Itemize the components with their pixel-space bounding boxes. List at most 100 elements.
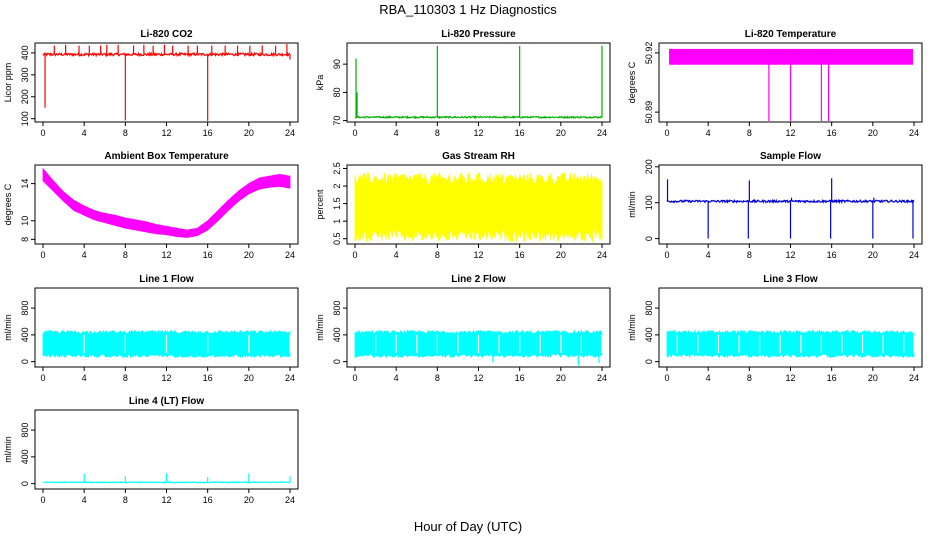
figure-xlabel: Hour of Day (UTC) (414, 519, 522, 534)
x-tick-label: 0 (40, 128, 45, 138)
x-tick-label: 16 (827, 128, 837, 138)
y-tick-label: 0 (644, 236, 654, 241)
x-tick-label: 4 (82, 495, 87, 505)
y-tick-label: 0 (644, 359, 654, 364)
y-tick-label: 1.5 (332, 197, 342, 210)
y-tick-label: 70 (332, 116, 342, 126)
panel-10: Line 4 (LT) Flow 0 4 8 12 16 20 24 0 400 800 ml/min (3, 396, 299, 505)
y-tick-label: 200 (644, 159, 654, 174)
y-axis-label: degrees C (3, 183, 13, 225)
y-axis-label: ml/min (3, 436, 13, 463)
panel-title: Line 2 Flow (451, 274, 506, 285)
y-tick-label: 90 (332, 59, 342, 69)
x-tick-label: 0 (352, 128, 357, 138)
x-tick-label: 20 (244, 373, 254, 383)
y-tick-label: 100 (20, 111, 30, 126)
x-tick-label: 8 (123, 128, 128, 138)
x-tick-label: 0 (664, 373, 669, 383)
y-tick-label: 400 (20, 327, 30, 342)
x-tick-label: 12 (161, 373, 171, 383)
panel-data (42, 329, 291, 359)
y-axis: 0 400 800 (20, 301, 35, 364)
panel-7: Line 1 Flow 0 4 8 12 16 20 24 0 400 800 ml/min (3, 274, 299, 383)
x-axis: 0 4 8 12 16 20 24 (352, 367, 607, 383)
x-tick-label: 12 (785, 373, 795, 383)
y-axis-label: ml/min (627, 191, 637, 218)
y-axis: 0 400 800 (20, 423, 35, 486)
y-tick-label: 14 (20, 179, 30, 189)
x-tick-label: 16 (203, 250, 213, 260)
x-tick-label: 4 (394, 373, 399, 383)
x-tick-label: 8 (747, 128, 752, 138)
x-tick-label: 8 (123, 495, 128, 505)
panel-data (42, 167, 291, 238)
x-tick-label: 24 (909, 250, 919, 260)
x-tick-label: 20 (244, 495, 254, 505)
panel-data (42, 473, 291, 484)
y-tick-label: 1 (332, 219, 342, 224)
series-line (354, 115, 603, 120)
panel-3: Li-820 Temperature 0 4 8 12 16 20 24 50.89 50.92 d… (627, 29, 923, 138)
y-tick-label: 8 (20, 237, 30, 242)
y-axis: 0 400 800 (332, 301, 347, 364)
x-tick-label: 24 (285, 128, 295, 138)
x-tick-label: 16 (515, 250, 525, 260)
x-tick-label: 24 (909, 373, 919, 383)
series-band (666, 329, 915, 359)
x-tick-label: 16 (515, 373, 525, 383)
x-tick-label: 12 (161, 250, 171, 260)
x-tick-label: 8 (747, 250, 752, 260)
series-line (666, 198, 915, 205)
panel-1: Li-820 CO2 0 4 8 12 16 20 24 100 200 300 400 Licor p… (3, 29, 299, 138)
panel-data (669, 48, 913, 121)
x-tick-label: 4 (706, 250, 711, 260)
x-tick-label: 8 (435, 128, 440, 138)
x-tick-label: 20 (244, 250, 254, 260)
panel-data (42, 44, 291, 121)
x-tick-label: 20 (556, 373, 566, 383)
y-axis: 8 10 14 (20, 179, 35, 242)
y-axis: 0 400 800 (644, 301, 659, 364)
x-tick-label: 16 (827, 250, 837, 260)
panel-data (354, 45, 603, 120)
y-axis: 0.5 1 1.5 2 2.5 (332, 162, 347, 245)
x-tick-label: 16 (203, 495, 213, 505)
x-tick-label: 8 (435, 373, 440, 383)
x-axis: 0 4 8 12 16 20 24 (40, 489, 295, 505)
panel-8: Line 2 Flow 0 4 8 12 16 20 24 0 400 800 ml/min (315, 274, 611, 383)
panel-5: Gas Stream RH 0 4 8 12 16 20 24 0.5 1 1.5 2 2.5 perce… (315, 151, 611, 260)
y-tick-label: 400 (644, 327, 654, 342)
panel-title: Ambient Box Temperature (104, 151, 229, 162)
x-tick-label: 8 (123, 373, 128, 383)
x-tick-label: 24 (285, 495, 295, 505)
y-tick-label: 800 (20, 423, 30, 438)
y-tick-label: 2 (332, 184, 342, 189)
y-axis-label: kPa (315, 75, 325, 91)
y-axis-label: Licor ppm (3, 63, 13, 103)
plot-frame (346, 42, 611, 123)
series-line (42, 51, 291, 58)
panel-6: Sample Flow 0 4 8 12 16 20 24 0 100 200 ml/min (627, 151, 923, 260)
y-tick-label: 2.5 (332, 162, 342, 175)
x-axis: 0 4 8 12 16 20 24 (664, 122, 919, 138)
y-tick-label: 0 (20, 359, 30, 364)
y-tick-label: 0.5 (332, 232, 342, 245)
panel-title: Gas Stream RH (442, 151, 515, 162)
panel-data (354, 171, 603, 243)
x-tick-label: 20 (556, 250, 566, 260)
x-tick-label: 12 (473, 250, 483, 260)
x-tick-label: 24 (285, 250, 295, 260)
x-tick-label: 12 (785, 250, 795, 260)
y-tick-label: 800 (20, 301, 30, 316)
panel-title: Line 3 Flow (763, 274, 818, 285)
y-tick-label: 50.92 (644, 42, 654, 65)
x-tick-label: 20 (868, 250, 878, 260)
y-axis-label: percent (315, 189, 325, 220)
x-tick-label: 0 (352, 250, 357, 260)
panel-title: Line 4 (LT) Flow (129, 396, 205, 407)
x-tick-label: 0 (40, 495, 45, 505)
y-tick-label: 200 (20, 89, 30, 104)
x-tick-label: 0 (40, 250, 45, 260)
y-tick-label: 400 (20, 449, 30, 464)
